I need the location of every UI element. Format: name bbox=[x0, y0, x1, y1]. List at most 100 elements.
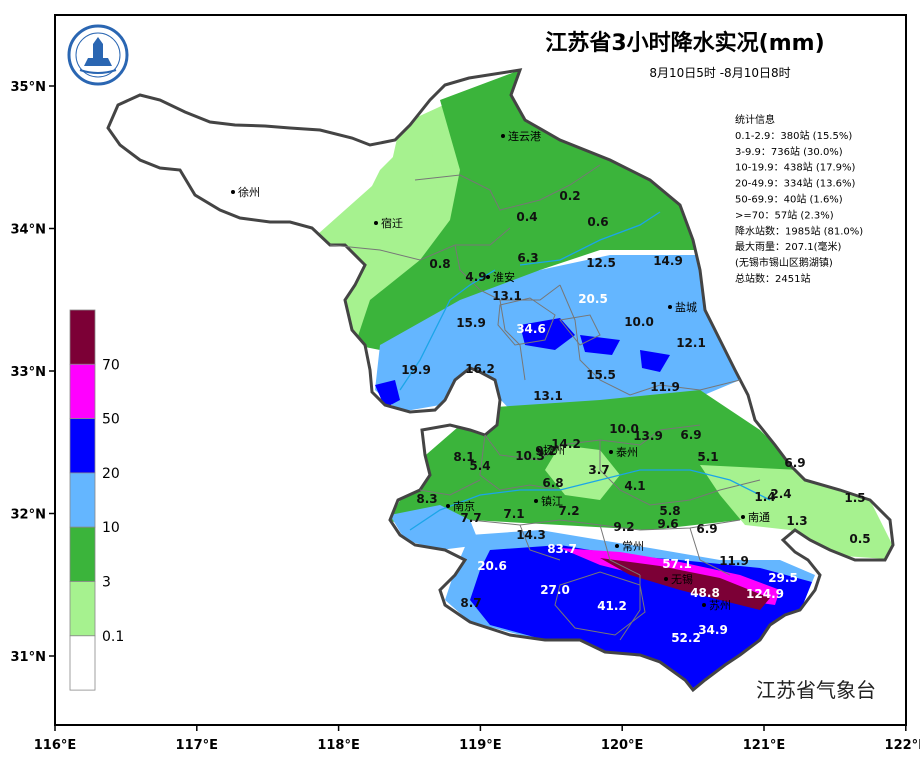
city-marker bbox=[446, 504, 450, 508]
rainfall-value: 6.3 bbox=[517, 251, 538, 265]
rainfall-value: 0.5 bbox=[849, 532, 870, 546]
rainfall-value: 7.1 bbox=[503, 507, 524, 521]
city-label: 无锡 bbox=[671, 572, 693, 586]
rainfall-value: 8.1 bbox=[453, 450, 474, 464]
city-label: 苏州 bbox=[709, 599, 731, 612]
city-marker bbox=[615, 544, 619, 548]
rainfall-value: 0.4 bbox=[516, 210, 537, 224]
stat-line: 统计信息 bbox=[735, 113, 775, 126]
rainfall-value: 7.2 bbox=[558, 504, 579, 518]
city-label: 淮安 bbox=[493, 270, 515, 284]
stat-line: 10-19.9：438站 (17.9%) bbox=[735, 161, 856, 174]
prefecture-boundaries bbox=[329, 164, 761, 641]
city-marker bbox=[486, 275, 490, 279]
rainfall-value: 15.9 bbox=[456, 316, 486, 330]
stat-line: 20-49.9：334站 (13.6%) bbox=[735, 177, 856, 190]
rainfall-value: 13.1 bbox=[492, 289, 522, 303]
city-marker bbox=[741, 515, 745, 519]
rainfall-value: 83.7 bbox=[547, 542, 577, 556]
y-axis: 35°N 34°N 33°N 32°N 31°N bbox=[11, 80, 55, 665]
rainfall-value: 14.2 bbox=[551, 437, 581, 451]
rainfall-value: 5.8 bbox=[659, 504, 680, 518]
rainfall-value: 6.9 bbox=[696, 522, 717, 536]
rainfall-value: 52.2 bbox=[671, 631, 701, 645]
rainfall-value: 11.9 bbox=[719, 554, 749, 568]
legend-swatch bbox=[69, 418, 96, 474]
city-marker bbox=[534, 499, 538, 503]
rainfall-value: 2.4 bbox=[770, 487, 791, 501]
city-marker bbox=[231, 190, 235, 194]
stat-line: >=70：57站 (2.3%) bbox=[735, 208, 834, 221]
rainfall-value: 10.3 bbox=[515, 449, 545, 463]
city-marker bbox=[501, 134, 505, 138]
city-marker bbox=[668, 305, 672, 309]
y-tick-label: 32°N bbox=[11, 508, 46, 523]
rainfall-value: 13.1 bbox=[533, 389, 563, 403]
map-title: 江苏省3小时降水实况(mm) bbox=[545, 30, 824, 56]
statistics-box: 统计信息 0.1-2.9：380站 (15.5%) 3-9.9：736站 (30.0… bbox=[735, 113, 863, 285]
stat-line: (无锡市锡山区鹅湖镇) bbox=[735, 256, 833, 269]
city-label: 南通 bbox=[748, 511, 770, 524]
legend-swatch bbox=[69, 309, 96, 365]
rainfall-values: 0.2 0.4 0.6 0.8 6.3 4.9 12.5 14.9 13.1 20.5 15.9 34… bbox=[401, 189, 870, 645]
rainfall-value: 6.9 bbox=[680, 428, 701, 442]
legend-swatch bbox=[69, 472, 96, 528]
rainfall-value: 0.6 bbox=[587, 215, 608, 229]
x-axis: 116°E 117°E 118°E 119°E 120°E 121°E 122°E bbox=[34, 725, 920, 753]
legend-label: 0.1 bbox=[102, 629, 124, 645]
stat-line: 0.1-2.9：380站 (15.5%) bbox=[735, 129, 852, 142]
x-tick-label: 121°E bbox=[743, 738, 786, 753]
rainfall-value: 14.9 bbox=[653, 254, 683, 268]
city-label: 盐城 bbox=[675, 301, 697, 314]
rainfall-value: 9.2 bbox=[535, 444, 556, 458]
rainfall-value: 15.5 bbox=[586, 368, 616, 382]
city-label: 常州 bbox=[622, 540, 644, 553]
meteorological-service-logo bbox=[67, 24, 129, 86]
y-tick-label: 35°N bbox=[11, 80, 46, 95]
rainfall-value: 34.6 bbox=[516, 322, 546, 336]
rainfall-value: 7.7 bbox=[460, 511, 481, 525]
rainfall-value: 1.4 bbox=[754, 490, 775, 504]
rainfall-value: 48.8 bbox=[690, 586, 720, 600]
rainfall-value: 11.9 bbox=[650, 380, 680, 394]
stat-line: 最大雨量：207.1(毫米) bbox=[735, 240, 842, 253]
stat-line: 总站数：2451站 bbox=[735, 272, 810, 285]
rainfall-value: 12.5 bbox=[586, 256, 616, 270]
legend-swatch bbox=[69, 635, 96, 691]
rainfall-value: 6.9 bbox=[784, 456, 805, 470]
city-marker bbox=[702, 603, 706, 607]
city-marker bbox=[609, 450, 613, 454]
rainfall-value: 13.9 bbox=[633, 429, 663, 443]
rainfall-value: 1.5 bbox=[844, 491, 865, 505]
rainfall-value: 20.5 bbox=[578, 292, 608, 306]
x-tick-label: 120°E bbox=[601, 738, 644, 753]
rainfall-value: 20.6 bbox=[477, 559, 507, 573]
stat-line: 降水站数：1985站 (81.0%) bbox=[735, 224, 863, 237]
legend-label: 3 bbox=[102, 575, 111, 591]
legend-label: 20 bbox=[102, 466, 120, 482]
rainfall-value: 3.7 bbox=[588, 463, 609, 477]
rainfall-value: 10.0 bbox=[609, 422, 639, 436]
rainfall-value: 0.2 bbox=[559, 189, 580, 203]
city-label: 泰州 bbox=[616, 445, 638, 459]
x-tick-label: 122°E bbox=[885, 738, 920, 753]
rainfall-value: 27.0 bbox=[540, 583, 570, 597]
city-label: 镇江 bbox=[541, 494, 563, 508]
legend-swatch bbox=[69, 526, 96, 582]
rainfall-value: 12.1 bbox=[676, 336, 706, 350]
city-marker bbox=[536, 448, 540, 452]
rainfall-value: 6.8 bbox=[542, 476, 563, 490]
rainfall-value: 19.9 bbox=[401, 363, 431, 377]
city-label: 徐州 bbox=[238, 185, 260, 199]
rainfall-value: 9.6 bbox=[657, 517, 678, 531]
legend-label: 50 bbox=[102, 412, 120, 428]
y-tick-label: 34°N bbox=[11, 223, 46, 238]
rainfall-value: 5.1 bbox=[697, 450, 718, 464]
legend-label: 10 bbox=[102, 520, 120, 536]
city-label: 南京 bbox=[453, 499, 475, 513]
x-tick-label: 117°E bbox=[176, 738, 219, 753]
rainfall-value: 5.4 bbox=[469, 459, 490, 473]
city-marker bbox=[374, 221, 378, 225]
y-tick-label: 31°N bbox=[11, 650, 46, 665]
